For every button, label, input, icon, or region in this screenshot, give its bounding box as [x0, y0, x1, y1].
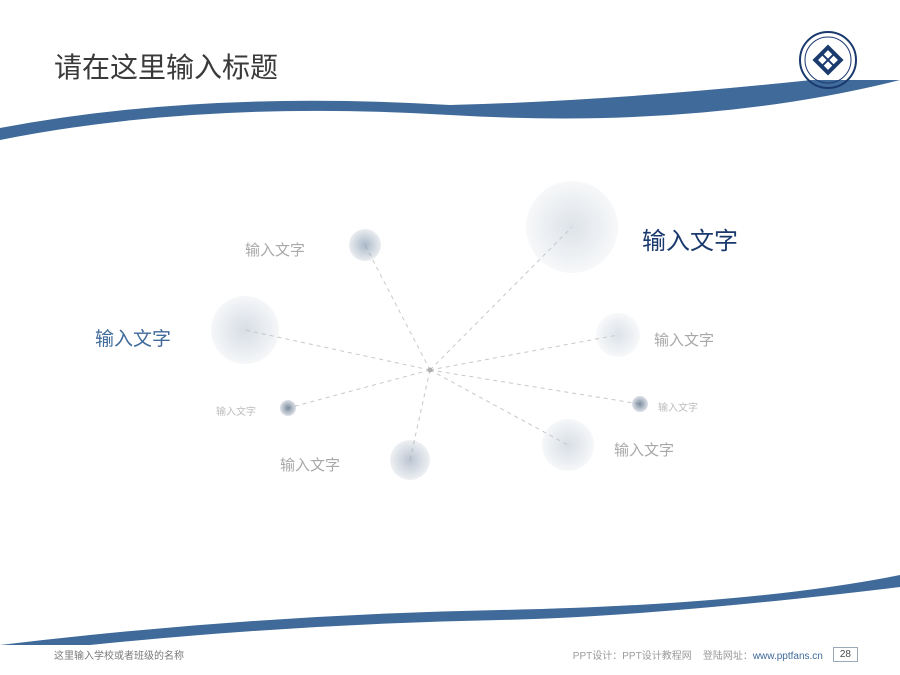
diagram-node [280, 400, 296, 416]
footer-credit: PPT设计：PPT设计教程网 登陆网址：www.pptfans.cn [573, 647, 823, 662]
diagram-edge [430, 335, 618, 370]
diagram-node [211, 296, 279, 364]
diagram-node-label: 输入文字 [95, 324, 171, 351]
footer-left-text: 这里输入学校或者班级的名称 [54, 647, 184, 662]
page-number: 28 [833, 647, 858, 662]
diagram-node [596, 313, 640, 357]
diagram-node [542, 419, 594, 471]
diagram-node [390, 440, 430, 480]
slide-footer: 这里输入学校或者班级的名称 PPT设计：PPT设计教程网 登陆网址：www.pp… [0, 643, 900, 665]
diagram-node [349, 229, 381, 261]
diagram-node-label: 输入文字 [216, 403, 256, 418]
diagram-node-label: 输入文字 [245, 239, 305, 260]
diagram-node-label: 输入文字 [280, 454, 340, 475]
diagram-node-label: 输入文字 [614, 439, 674, 460]
footer-url: www.pptfans.cn [753, 651, 823, 662]
diagram-edge [288, 370, 430, 408]
diagram-node [632, 396, 648, 412]
footer-credit-prefix: PPT设计：PPT设计教程网 [573, 651, 692, 662]
diagram-node-label: 输入文字 [658, 399, 698, 414]
diagram-edge [365, 245, 430, 370]
diagram-node [526, 181, 618, 273]
diagram-node-label: 输入文字 [642, 221, 738, 256]
diagram-node-label: 输入文字 [654, 329, 714, 350]
footer-url-label: 登陆网址： [703, 651, 753, 662]
